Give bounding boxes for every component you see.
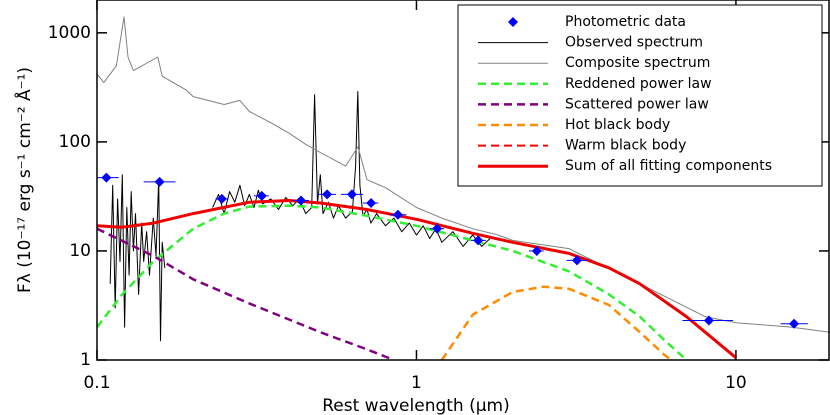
legend-label: Observed spectrum — [565, 35, 703, 51]
y-tick-label: 100 — [59, 132, 91, 152]
x-tick-label: 0.1 — [83, 373, 110, 393]
plot-area — [97, 16, 830, 360]
data-point — [473, 235, 484, 246]
legend: Photometric data Observed spectrum Composi… — [457, 4, 823, 187]
data-point — [366, 198, 377, 209]
data-point — [703, 315, 714, 326]
data-point — [101, 172, 112, 183]
y-tick-label: 1 — [80, 350, 91, 370]
series-line — [97, 227, 395, 360]
y-tick-label: 10 — [69, 241, 91, 261]
data-point — [432, 223, 443, 234]
series-line — [97, 16, 830, 333]
data-point — [154, 176, 165, 187]
data-point — [789, 318, 800, 329]
series-line — [109, 91, 491, 342]
legend-label: Scattered power law — [565, 96, 709, 112]
legend-label: Composite spectrum — [565, 55, 710, 71]
data-point — [346, 189, 357, 200]
x-tick-label: 1 — [411, 373, 422, 393]
y-axis-label: Fλ (10⁻¹⁷ erg s⁻¹ cm⁻² Å⁻¹) — [13, 67, 35, 293]
data-point — [322, 189, 333, 200]
data-point — [295, 195, 306, 206]
plot-frame — [96, 0, 830, 361]
legend-label: Warm black body — [565, 138, 686, 154]
legend-label: Sum of all fitting components — [565, 158, 772, 174]
data-point — [531, 245, 542, 256]
x-tick-label: 10 — [725, 373, 747, 393]
legend-label: Reddened power law — [565, 76, 712, 92]
legend-marker — [508, 17, 518, 27]
legend-box — [457, 4, 823, 187]
legend-label: Photometric data — [565, 14, 686, 30]
series-line — [440, 285, 673, 360]
data-point — [256, 190, 267, 201]
series-line — [97, 204, 688, 360]
y-tick-label: 1000 — [48, 23, 91, 43]
legend-label: Hot black body — [565, 117, 670, 133]
data-point — [392, 209, 403, 220]
x-axis-label: Rest wavelength (μm) — [322, 396, 510, 415]
data-point — [571, 255, 582, 266]
data-point — [216, 193, 227, 204]
